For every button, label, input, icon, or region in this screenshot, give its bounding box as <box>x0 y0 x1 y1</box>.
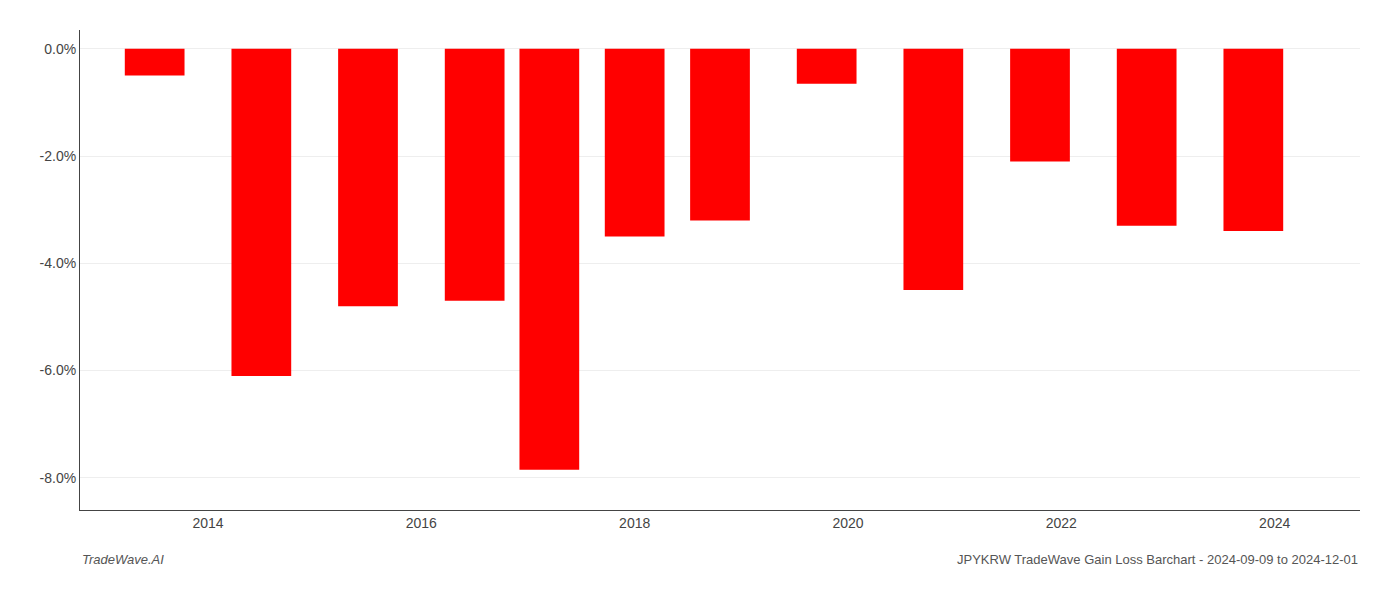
svg-text:-2.0%: -2.0% <box>40 148 77 164</box>
svg-text:2018: 2018 <box>619 515 650 531</box>
svg-text:-6.0%: -6.0% <box>40 362 77 378</box>
svg-text:TradeWave.AI: TradeWave.AI <box>82 552 164 567</box>
svg-text:0.0%: 0.0% <box>44 41 76 57</box>
svg-text:JPYKRW TradeWave Gain Loss Bar: JPYKRW TradeWave Gain Loss Barchart - 20… <box>957 552 1358 567</box>
svg-text:2016: 2016 <box>406 515 437 531</box>
svg-text:2020: 2020 <box>832 515 863 531</box>
svg-text:-8.0%: -8.0% <box>40 470 77 486</box>
svg-text:2024: 2024 <box>1259 515 1290 531</box>
svg-text:-4.0%: -4.0% <box>40 255 77 271</box>
svg-text:2014: 2014 <box>192 515 223 531</box>
svg-text:2022: 2022 <box>1046 515 1077 531</box>
